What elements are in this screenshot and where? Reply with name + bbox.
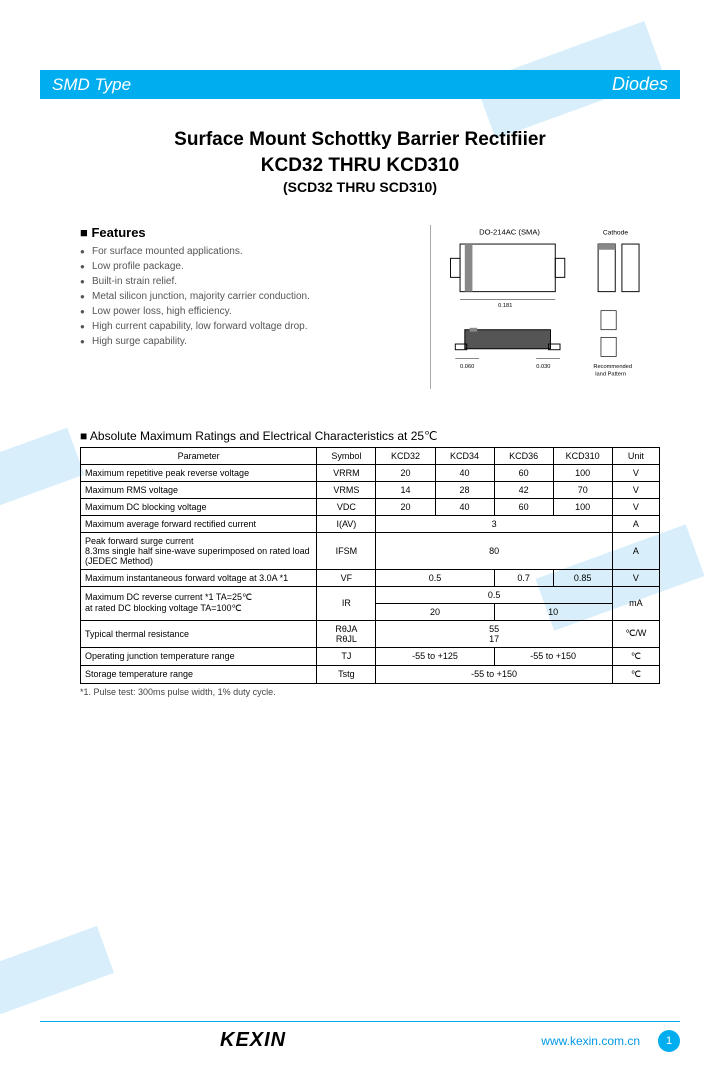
table-row: Maximum average forward rectified curren… bbox=[81, 515, 660, 532]
feature-item: For surface mounted applications. bbox=[80, 246, 410, 257]
features-column: Features For surface mounted application… bbox=[80, 225, 410, 389]
svg-text:0.030: 0.030 bbox=[536, 364, 550, 370]
title-line3: (SCD32 THRU SCD310) bbox=[0, 179, 720, 195]
title-line2: KCD32 THRU KCD310 bbox=[0, 155, 720, 177]
table-row: Maximum DC reverse current *1 TA=25℃ at … bbox=[81, 586, 660, 603]
table-row: Maximum repetitive peak reverse voltage … bbox=[81, 464, 660, 481]
title-line1: Surface Mount Schottky Barrier Rectifiie… bbox=[0, 129, 720, 151]
header-right: Diodes bbox=[612, 74, 668, 95]
svg-text:0.181: 0.181 bbox=[498, 303, 512, 309]
ratings-footnote: *1. Pulse test: 300ms pulse width, 1% du… bbox=[80, 687, 660, 697]
title-block: Surface Mount Schottky Barrier Rectifiie… bbox=[0, 129, 720, 195]
col-kcd36: KCD36 bbox=[494, 447, 553, 464]
footer: KEXIN www.kexin.com.cn 1 bbox=[40, 1029, 680, 1052]
ratings-section: Absolute Maximum Ratings and Electrical … bbox=[80, 429, 660, 684]
col-parameter: Parameter bbox=[81, 447, 317, 464]
col-kcd34: KCD34 bbox=[435, 447, 494, 464]
feature-item: Low power loss, high efficiency. bbox=[80, 306, 410, 317]
table-row: Peak forward surge current 8.3ms single … bbox=[81, 532, 660, 569]
col-unit: Unit bbox=[612, 447, 659, 464]
brand-logo: KEXIN bbox=[220, 1029, 286, 1052]
col-kcd32: KCD32 bbox=[376, 447, 435, 464]
svg-text:0.060: 0.060 bbox=[460, 364, 474, 370]
feature-item: High current capability, low forward vol… bbox=[80, 321, 410, 332]
feature-item: Built-in strain relief. bbox=[80, 276, 410, 287]
header-left: SMD Type bbox=[52, 75, 131, 95]
cathode-label: Cathode bbox=[603, 230, 628, 237]
footer-url: www.kexin.com.cn bbox=[541, 1034, 640, 1048]
table-row: Maximum RMS voltage VRMS 14 28 42 70 V bbox=[81, 481, 660, 498]
page-number: 1 bbox=[658, 1030, 680, 1052]
table-row: Maximum DC blocking voltage VDC 20 40 60… bbox=[81, 498, 660, 515]
table-row: Maximum instantaneous forward voltage at… bbox=[81, 569, 660, 586]
feature-item: Low profile package. bbox=[80, 261, 410, 272]
land-pattern-label: Recommended bbox=[593, 364, 632, 370]
pkg-label: DO-214AC (SMA) bbox=[479, 228, 540, 237]
ratings-heading: Absolute Maximum Ratings and Electrical … bbox=[80, 429, 660, 443]
table-header-row: Parameter Symbol KCD32 KCD34 KCD36 KCD31… bbox=[81, 447, 660, 464]
svg-text:land Pattern: land Pattern bbox=[595, 371, 626, 377]
package-diagram: DO-214AC (SMA) Cathode 0.181 Recommended… bbox=[430, 225, 660, 389]
feature-item: High surge capability. bbox=[80, 336, 410, 347]
col-symbol: Symbol bbox=[317, 447, 376, 464]
table-row: Operating junction temperature range TJ … bbox=[81, 647, 660, 665]
footer-divider bbox=[40, 1021, 680, 1022]
header-bar: SMD Type Diodes bbox=[40, 70, 680, 99]
table-row: Typical thermal resistance RθJA RθJL 55 … bbox=[81, 620, 660, 647]
col-kcd310: KCD310 bbox=[553, 447, 612, 464]
ratings-table: Parameter Symbol KCD32 KCD34 KCD36 KCD31… bbox=[80, 447, 660, 684]
features-list: For surface mounted applications. Low pr… bbox=[80, 246, 410, 347]
package-outline-svg: DO-214AC (SMA) Cathode 0.181 Recommended… bbox=[441, 225, 660, 387]
table-row: Storage temperature range Tstg -55 to +1… bbox=[81, 665, 660, 683]
feature-item: Metal silicon junction, majority carrier… bbox=[80, 291, 410, 302]
features-heading: Features bbox=[80, 225, 410, 240]
